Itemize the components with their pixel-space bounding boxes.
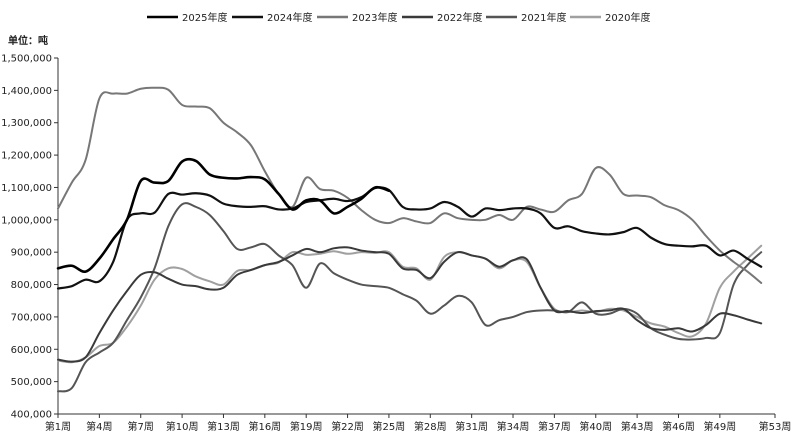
x-tick-label: 第25周 xyxy=(373,420,406,433)
x-tick-label: 第53周 xyxy=(759,420,792,433)
x-tick-label: 第37周 xyxy=(538,420,571,433)
y-tick-label: 1,500,000 xyxy=(1,54,52,65)
y-tick-label: 700,000 xyxy=(11,312,52,323)
series-lines xyxy=(56,86,763,393)
series-line-2022年度 xyxy=(57,246,763,363)
y-tick-label: 1,400,000 xyxy=(1,86,52,97)
x-tick-label: 第10周 xyxy=(166,420,199,433)
y-tick-label: 600,000 xyxy=(11,345,52,356)
x-tick-label: 第40周 xyxy=(579,420,612,433)
x-tick-label: 第49周 xyxy=(703,420,736,433)
y-tick-label: 500,000 xyxy=(11,377,52,388)
legend-label: 2023年度 xyxy=(352,11,397,24)
series-line-2025年度 xyxy=(56,157,391,274)
x-tick-label: 第22周 xyxy=(331,420,364,433)
x-tick-label: 第1周 xyxy=(45,420,71,433)
x-tick-label: 第4周 xyxy=(86,420,112,433)
legend-item: 2022年度 xyxy=(402,11,482,24)
legend-item: 2020年度 xyxy=(570,11,650,24)
x-tick-label: 第7周 xyxy=(128,420,154,433)
x-tick-label: 第28周 xyxy=(414,420,447,433)
legend-label: 2025年度 xyxy=(182,11,227,24)
series-line-2020年度 xyxy=(57,244,763,364)
legend-item: 2024年度 xyxy=(232,11,312,24)
series-line-2021年度 xyxy=(57,202,763,393)
x-tick-label: 第13周 xyxy=(207,420,240,433)
y-tick-label: 1,200,000 xyxy=(1,151,52,162)
y-tick-label: 900,000 xyxy=(11,248,52,259)
y-tick-label: 1,100,000 xyxy=(1,183,52,194)
x-tick-label: 第19周 xyxy=(290,420,323,433)
legend-label: 2024年度 xyxy=(267,11,312,24)
axes: 400,000 500,000 600,000 700,000 800,000 900,0… xyxy=(1,54,791,434)
y-tick-label: 1,000,000 xyxy=(1,215,52,226)
x-tick-label: 第16周 xyxy=(248,420,281,433)
legend-item: 2025年度 xyxy=(147,11,227,24)
x-tick-label: 第31周 xyxy=(455,420,488,433)
x-tick-label: 第46周 xyxy=(662,420,695,433)
y-tick-label: 400,000 xyxy=(11,410,52,421)
x-tick-label: 第34周 xyxy=(497,420,530,433)
legend-label: 2021年度 xyxy=(521,11,566,24)
legend-item: 2023年度 xyxy=(317,11,397,24)
x-tick-label: 第43周 xyxy=(621,420,654,433)
legend-item: 2021年度 xyxy=(486,11,566,24)
series-line-2024年度 xyxy=(56,186,763,290)
legend: 2025年度 2024年度 2023年度 2022年度 2021年度 2020年度 xyxy=(147,11,650,24)
unit-label: 单位：吨 xyxy=(8,34,48,47)
y-tick-label: 800,000 xyxy=(11,280,52,291)
series-line-2023年度 xyxy=(57,86,763,284)
y-tick-label: 1,300,000 xyxy=(1,118,52,129)
legend-label: 2022年度 xyxy=(437,11,482,24)
legend-label: 2020年度 xyxy=(605,11,650,24)
